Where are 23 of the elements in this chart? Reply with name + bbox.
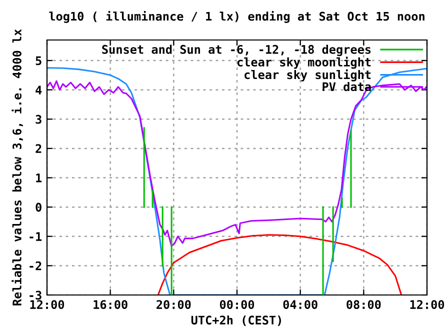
y-tick-label: 0 — [36, 202, 42, 212]
chart-title: log10 ( illuminance / 1 lx) ending at Sat Oct 15 noon — [49, 10, 424, 23]
x-tick-label: 04:00 — [283, 300, 318, 309]
x-tick-label: 12:00 — [410, 300, 444, 309]
legend-label: Sunset and Sun at -6, -12, -18 degrees — [102, 44, 371, 56]
legend-label: clear sky moonlight — [237, 56, 371, 69]
x-tick-label: 12:00 — [30, 300, 64, 309]
legend-label: clear sky sunlight — [244, 69, 371, 82]
y-tick-label: 4 — [36, 86, 42, 94]
legend-label: PV data — [322, 82, 371, 92]
x-axis-title: UTC+2h (CEST) — [191, 315, 281, 326]
y-tick-label: -1 — [30, 232, 42, 241]
y-tick-label: 5 — [36, 56, 42, 66]
y-tick-label: 2 — [36, 144, 42, 153]
y-axis-title: Reliable values below 3,6, i.e. 4000 lx — [12, 29, 23, 306]
y-tick-label: 1 — [36, 174, 42, 182]
x-tick-label: 08:00 — [346, 300, 381, 309]
y-tick-label: 3 — [36, 114, 42, 124]
y-tick-label: -3 — [30, 290, 42, 300]
y-tick-label: -2 — [30, 261, 42, 270]
x-tick-label: 20:00 — [156, 300, 191, 309]
x-tick-label: 16:00 — [94, 300, 128, 310]
x-tick-label: 00:00 — [220, 300, 254, 309]
